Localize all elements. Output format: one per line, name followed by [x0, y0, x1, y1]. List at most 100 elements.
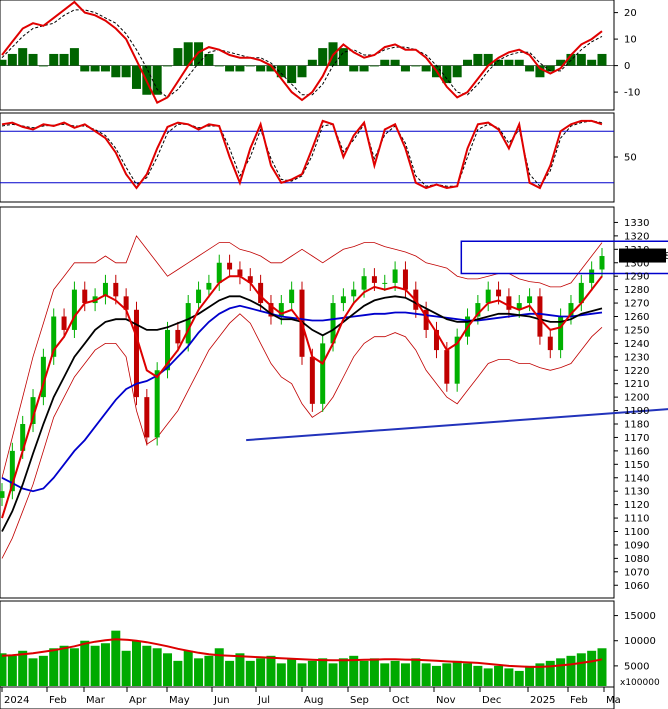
macd-histogram-bar: [535, 65, 545, 78]
candle-body: [558, 316, 564, 351]
candle-body: [123, 296, 129, 310]
volume-tick-label: 15000: [624, 611, 656, 622]
macd-histogram-bar: [131, 65, 141, 89]
candle-body: [185, 303, 191, 344]
macd-signal-line: [1, 9, 603, 99]
price-tick-label: 1250: [624, 325, 649, 336]
candle-body: [51, 316, 57, 357]
volume-bar: [411, 658, 421, 686]
candle-body: [506, 296, 512, 310]
volume-bar: [421, 663, 431, 686]
volume-bar: [49, 648, 59, 686]
volume-bar: [7, 655, 17, 686]
price-tick-label: 1090: [624, 540, 649, 551]
macd-histogram-bar: [556, 59, 566, 66]
macd-histogram-bar: [59, 53, 69, 66]
volume-bar: [204, 655, 214, 686]
volume-bar: [369, 658, 379, 686]
x-tick-label: Feb: [49, 695, 67, 706]
macd-histogram-bar: [369, 65, 379, 67]
ma-slow-line: [1, 304, 603, 493]
x-tick-label: Jul: [257, 695, 270, 706]
macd-tick-label: 0: [624, 61, 630, 72]
volume-bar: [111, 630, 121, 686]
price-tick-label: 1100: [624, 527, 649, 538]
x-tick-label: Ma: [606, 695, 621, 706]
macd-histogram-bar: [225, 65, 235, 72]
volume-bar: [0, 653, 7, 686]
volume-bar: [80, 640, 90, 686]
x-tick-label: Oct: [392, 695, 409, 706]
price-tick-label: 1120: [624, 500, 649, 511]
candle-body: [20, 424, 26, 451]
macd-histogram-bar: [121, 65, 131, 78]
candle-body: [527, 296, 533, 304]
volume-bar: [576, 653, 586, 686]
price-tick-label: 1240: [624, 339, 649, 350]
candle-body: [423, 309, 429, 330]
volume-bar: [121, 650, 131, 686]
x-tick-label: Apr: [129, 695, 147, 706]
macd-histogram-bar: [473, 53, 483, 66]
price-tick-label: 1210: [624, 379, 649, 390]
macd-histogram-bar: [400, 65, 410, 72]
volume-bar: [214, 648, 224, 686]
price-tick-label: 1170: [624, 433, 649, 444]
macd-histogram-bar: [69, 48, 79, 66]
macd-histogram-bar: [38, 65, 48, 67]
macd-histogram-bar: [276, 65, 286, 78]
candle-body: [289, 289, 295, 304]
candle-body: [475, 303, 481, 317]
volume-bar: [18, 650, 28, 686]
volume-bar: [587, 650, 597, 686]
volume-bar: [380, 663, 390, 686]
price-tick-label: 1180: [624, 420, 649, 431]
volume-chart: [0, 630, 607, 686]
candle-body: [454, 336, 460, 384]
volume-bar: [183, 650, 193, 686]
macd-histogram-bar: [411, 65, 421, 67]
candle-body: [351, 289, 357, 297]
volume-bar: [556, 658, 566, 686]
volume-bar: [318, 658, 328, 686]
macd-histogram-bar: [338, 48, 348, 66]
price-chart: [0, 235, 668, 559]
x-tick-label: Feb: [570, 695, 588, 706]
volume-bar: [545, 660, 555, 686]
macd-tick-label: 10: [624, 35, 637, 46]
macd-histogram-bar: [100, 65, 110, 72]
stochastic-d-line: [1, 120, 603, 188]
candle-body: [175, 329, 181, 344]
volume-bar: [483, 668, 493, 686]
volume-bar: [307, 660, 317, 686]
macd-histogram-bar: [597, 53, 607, 66]
volume-bar: [473, 665, 483, 686]
candle-body: [392, 269, 398, 283]
volume-unit-label: x100000: [620, 678, 660, 688]
macd-histogram-bar: [0, 59, 7, 66]
candle-body: [268, 303, 274, 317]
support-trendline: [246, 408, 668, 442]
price-tick-label: 1260: [624, 312, 649, 323]
volume-bar: [452, 660, 462, 686]
candle-body: [247, 276, 253, 283]
candle-body: [133, 309, 139, 398]
volume-bar: [597, 648, 607, 686]
candle-body: [547, 336, 553, 351]
volume-bar: [566, 655, 576, 686]
x-tick-label: Sep: [350, 695, 369, 706]
volume-tick-label: 10000: [624, 636, 656, 647]
volume-bar: [131, 640, 141, 686]
price-tick-label: 1110: [624, 514, 649, 525]
volume-bar: [152, 648, 162, 686]
macd-histogram-bar: [163, 65, 173, 67]
macd-histogram-bar: [442, 65, 452, 84]
price-tick-label: 1060: [624, 581, 649, 592]
candle-body: [361, 276, 367, 290]
candle-body: [599, 256, 605, 270]
macd-histogram-bar: [504, 59, 514, 66]
macd-histogram-bar: [307, 59, 317, 66]
macd-histogram-bar: [380, 59, 390, 66]
candle-body: [9, 450, 15, 492]
candle-body: [206, 282, 212, 290]
